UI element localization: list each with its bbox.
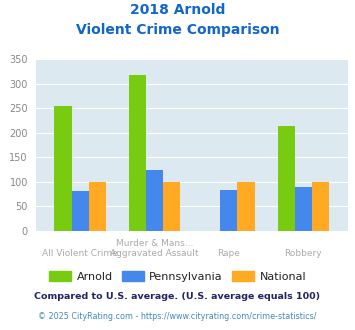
Bar: [89, 182, 106, 231]
Text: © 2025 CityRating.com - https://www.cityrating.com/crime-statistics/: © 2025 CityRating.com - https://www.city…: [38, 312, 317, 321]
Bar: [295, 187, 312, 231]
Bar: [278, 126, 295, 231]
Bar: [312, 182, 329, 231]
Bar: [163, 182, 180, 231]
Bar: [129, 75, 146, 231]
Text: Robbery: Robbery: [284, 249, 322, 258]
Text: Aggravated Assault: Aggravated Assault: [110, 249, 199, 258]
Bar: [146, 170, 163, 231]
Bar: [237, 182, 255, 231]
Bar: [72, 191, 89, 231]
Legend: Arnold, Pennsylvania, National: Arnold, Pennsylvania, National: [44, 266, 311, 286]
Text: Murder & Mans...: Murder & Mans...: [116, 239, 193, 248]
Text: Violent Crime Comparison: Violent Crime Comparison: [76, 23, 279, 37]
Text: All Violent Crime: All Violent Crime: [42, 249, 118, 258]
Bar: [54, 106, 72, 231]
Bar: [220, 190, 237, 231]
Text: Compared to U.S. average. (U.S. average equals 100): Compared to U.S. average. (U.S. average …: [34, 292, 321, 301]
Text: Rape: Rape: [218, 249, 240, 258]
Text: 2018 Arnold: 2018 Arnold: [130, 3, 225, 17]
